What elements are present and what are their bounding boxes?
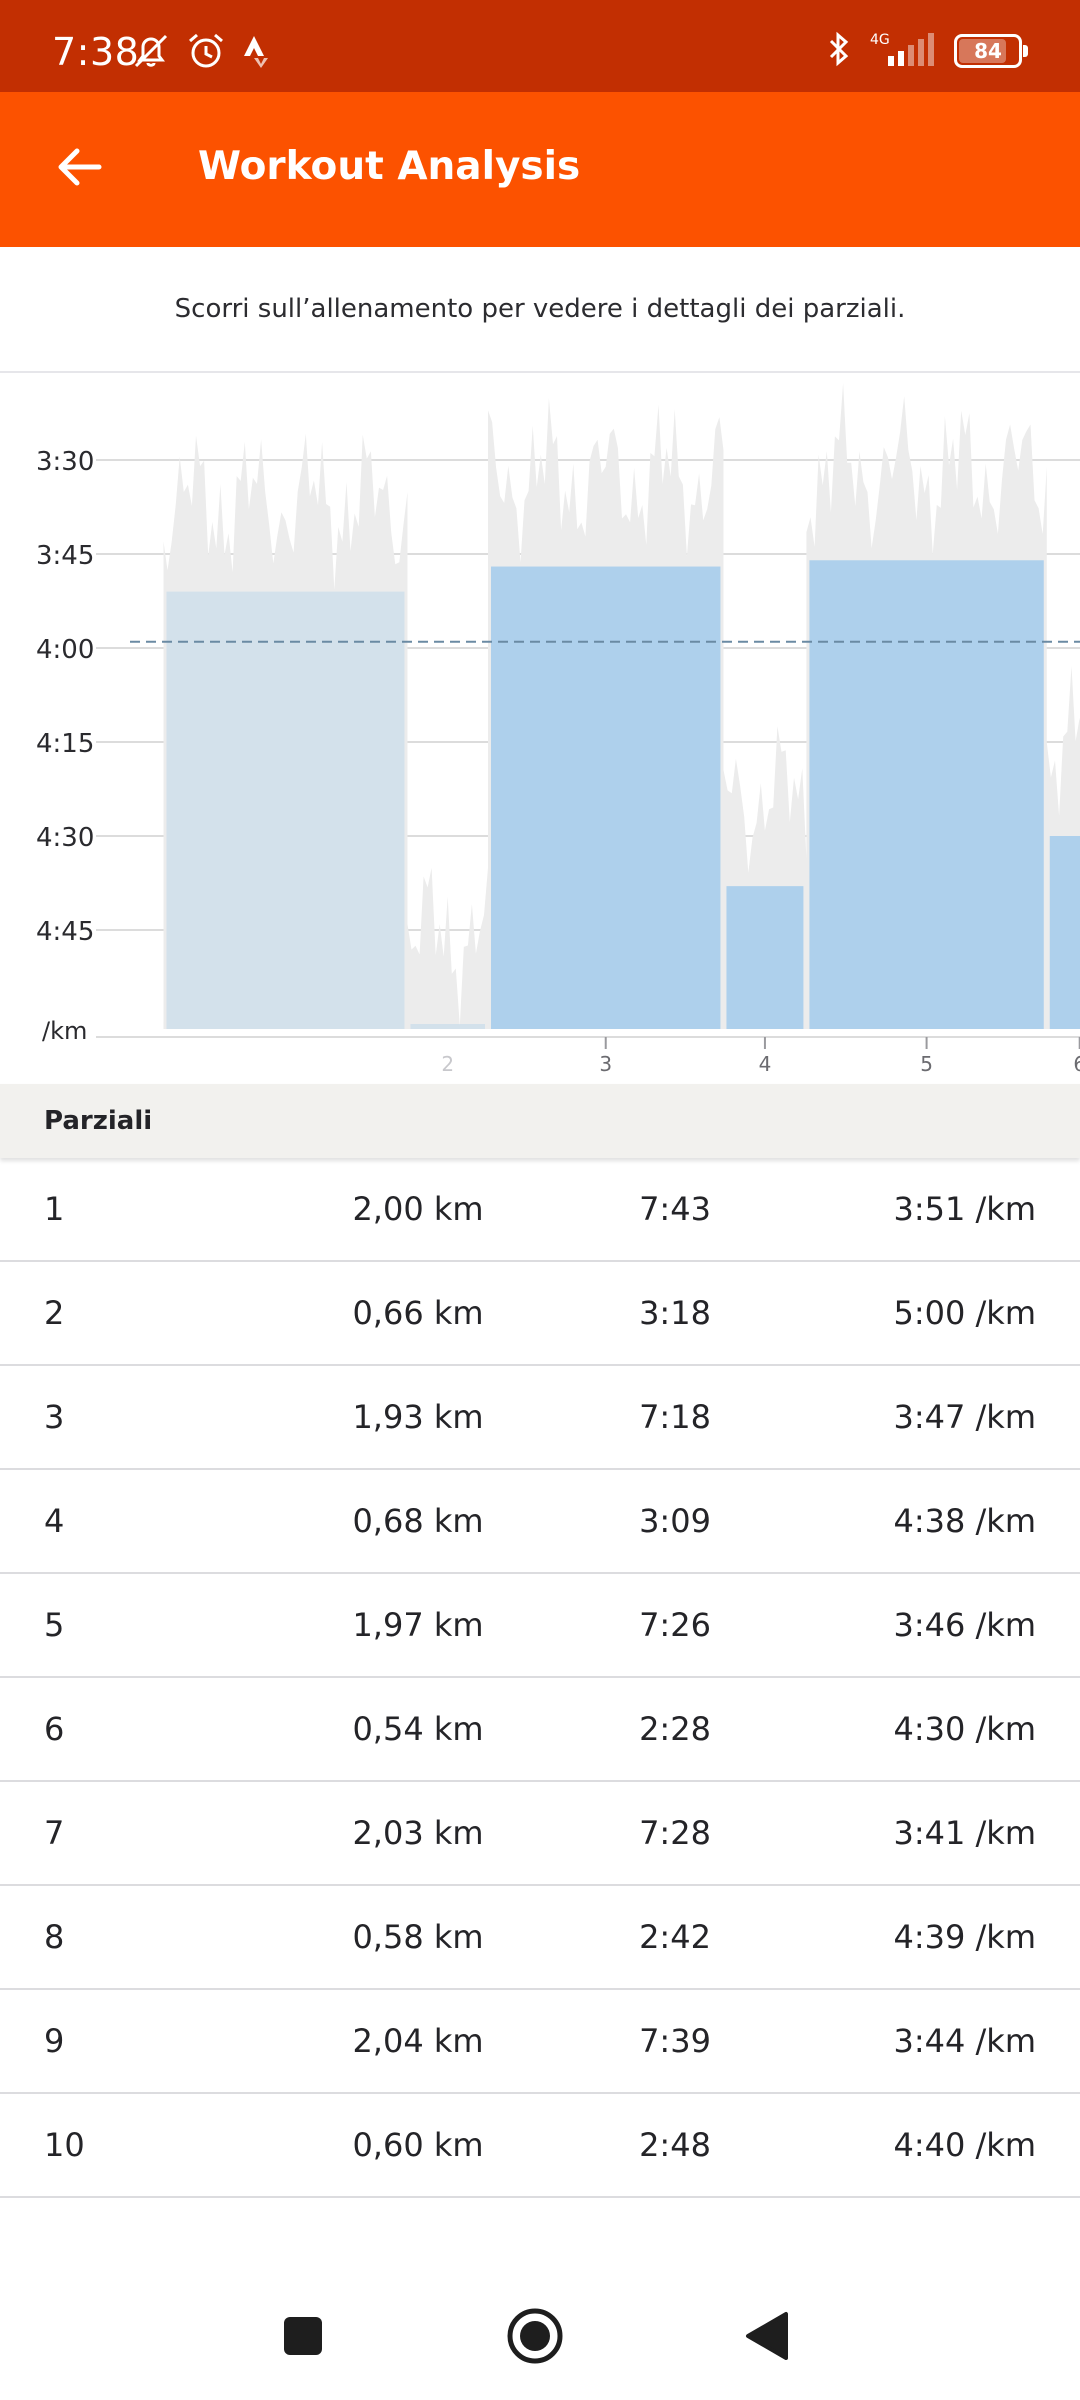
split-number: 2 (44, 1294, 65, 1332)
pace-chart[interactable]: 3:303:454:004:154:304:45/km2345678910 (0, 372, 1080, 1084)
pace-bar (1049, 836, 1080, 1029)
pace-chart-svg[interactable]: 3:303:454:004:154:304:45/km2345678910 (0, 372, 1080, 1084)
split-time: 3:09 (639, 1502, 711, 1540)
signal-icon: 4G (868, 30, 938, 72)
splits-title: Parziali (44, 1106, 153, 1136)
split-pace: 5:00 /km (893, 1294, 1036, 1332)
split-number: 6 (44, 1710, 65, 1748)
split-time: 7:18 (639, 1398, 711, 1436)
arrow-left-icon (55, 143, 103, 195)
split-pace: 3:41 /km (893, 1814, 1036, 1852)
split-number: 5 (44, 1606, 65, 1644)
split-time: 3:18 (639, 1294, 711, 1332)
split-number: 1 (44, 1190, 65, 1228)
status-time: 7:38 (52, 30, 140, 74)
split-number: 3 (44, 1398, 65, 1436)
strava-icon (240, 32, 270, 74)
split-row[interactable]: 2 0,66 km 3:18 5:00 /km (0, 1262, 1080, 1366)
x-tick-label: 3 (599, 1052, 612, 1076)
system-nav-bar (0, 2272, 1080, 2400)
splits-header: Parziali (0, 1084, 1080, 1158)
split-distance: 0,68 km (352, 1502, 484, 1540)
split-number: 8 (44, 1918, 65, 1956)
y-tick-label: 4:30 (36, 823, 94, 853)
y-tick-label: 3:45 (36, 541, 94, 571)
split-time: 2:28 (639, 1710, 711, 1748)
split-pace: 4:38 /km (893, 1502, 1036, 1540)
split-distance: 0,60 km (352, 2126, 484, 2164)
pace-bar (726, 886, 804, 1029)
split-time: 7:39 (639, 2022, 711, 2060)
x-tick-label: 4 (759, 1052, 772, 1076)
pace-bar (809, 560, 1044, 1029)
recents-square-icon (282, 2315, 324, 2361)
split-distance: 0,58 km (352, 1918, 484, 1956)
split-distance: 2,04 km (352, 2022, 484, 2060)
split-pace: 3:51 /km (893, 1190, 1036, 1228)
battery-level: 84 (974, 39, 1002, 63)
notifications-off-icon (130, 32, 172, 74)
y-tick-label: 4:45 (36, 917, 94, 947)
app-bar: Workout Analysis (0, 92, 1080, 247)
split-distance: 0,54 km (352, 1710, 484, 1748)
split-distance: 1,97 km (352, 1606, 484, 1644)
page-title: Workout Analysis (198, 144, 581, 189)
split-row[interactable]: 5 1,97 km 7:26 3:46 /km (0, 1574, 1080, 1678)
split-number: 9 (44, 2022, 65, 2060)
split-row[interactable]: 7 2,03 km 7:28 3:41 /km (0, 1782, 1080, 1886)
recents-button[interactable] (271, 2306, 335, 2370)
y-tick-label: 4:15 (36, 729, 94, 759)
splits-list: 1 2,00 km 7:43 3:51 /km 2 0,66 km 3:18 5:00 /km… (0, 1158, 1080, 2198)
split-number: 7 (44, 1814, 65, 1852)
split-distance: 2,03 km (352, 1814, 484, 1852)
pace-bar (410, 1024, 485, 1029)
bluetooth-icon (826, 30, 852, 72)
split-pace: 3:46 /km (893, 1606, 1036, 1644)
scroll-hint-text: Scorri sull’allenamento per vedere i det… (174, 294, 906, 324)
back-triangle-icon (744, 2311, 790, 2365)
battery-fill (959, 39, 1007, 63)
split-time: 2:42 (639, 1918, 711, 1956)
split-pace: 4:39 /km (893, 1918, 1036, 1956)
back-button[interactable] (48, 138, 110, 200)
x-tick-label: 5 (920, 1052, 933, 1076)
split-row[interactable]: 4 0,68 km 3:09 4:38 /km (0, 1470, 1080, 1574)
back-nav-button[interactable] (735, 2306, 799, 2370)
split-pace: 3:47 /km (893, 1398, 1036, 1436)
home-circle-icon (506, 2307, 564, 2369)
x-tick-label: 2 (441, 1052, 454, 1076)
split-row[interactable]: 3 1,93 km 7:18 3:47 /km (0, 1366, 1080, 1470)
split-distance: 1,93 km (352, 1398, 484, 1436)
y-axis-label: /km (42, 1017, 87, 1045)
home-button[interactable] (503, 2306, 567, 2370)
split-row[interactable]: 1 2,00 km 7:43 3:51 /km (0, 1158, 1080, 1262)
split-row[interactable]: 8 0,58 km 2:42 4:39 /km (0, 1886, 1080, 1990)
split-distance: 2,00 km (352, 1190, 484, 1228)
x-tick-label: 6 (1073, 1052, 1080, 1076)
scroll-hint: Scorri sull’allenamento per vedere i det… (0, 247, 1080, 373)
y-tick-label: 4:00 (36, 635, 94, 665)
split-time: 7:28 (639, 1814, 711, 1852)
split-time: 7:26 (639, 1606, 711, 1644)
pace-bar (166, 591, 405, 1029)
split-pace: 3:44 /km (893, 2022, 1036, 2060)
alarm-icon (186, 32, 226, 74)
split-pace: 4:40 /km (893, 2126, 1036, 2164)
pace-bar (491, 566, 721, 1029)
split-distance: 0,66 km (352, 1294, 484, 1332)
y-tick-label: 3:30 (36, 447, 94, 477)
split-time: 2:48 (639, 2126, 711, 2164)
split-pace: 4:30 /km (893, 1710, 1036, 1748)
status-bar: 7:38 (0, 0, 1080, 92)
split-time: 7:43 (639, 1190, 711, 1228)
split-row[interactable]: 6 0,54 km 2:28 4:30 /km (0, 1678, 1080, 1782)
battery-icon: 84 (954, 34, 1028, 68)
split-row[interactable]: 9 2,04 km 7:39 3:44 /km (0, 1990, 1080, 2094)
split-row[interactable]: 10 0,60 km 2:48 4:40 /km (0, 2094, 1080, 2198)
split-number: 10 (44, 2126, 85, 2164)
network-label: 4G (870, 32, 890, 48)
split-number: 4 (44, 1502, 65, 1540)
